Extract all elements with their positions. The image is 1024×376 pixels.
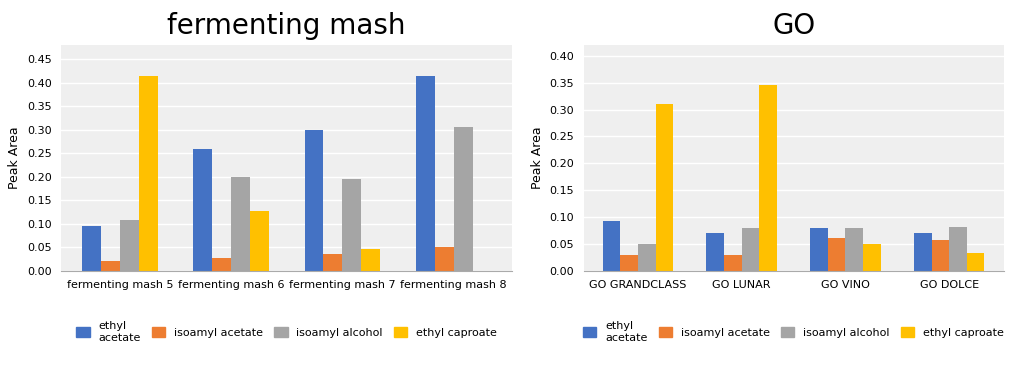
Bar (863, 244, 881, 271)
Bar (932, 240, 949, 271)
Bar (913, 233, 932, 271)
Bar (361, 249, 380, 271)
Title: fermenting mash: fermenting mash (168, 12, 406, 40)
Bar (304, 130, 324, 271)
Bar (760, 85, 777, 271)
Bar (621, 255, 638, 271)
Bar (212, 258, 231, 271)
Bar (194, 149, 212, 271)
Bar (454, 127, 473, 271)
Bar (655, 104, 674, 271)
Bar (342, 179, 361, 271)
Legend: ethyl
acetate, isoamyl acetate, isoamyl alcohol, ethyl caproate: ethyl acetate, isoamyl acetate, isoamyl … (76, 321, 498, 343)
Bar (138, 76, 158, 271)
Legend: ethyl
acetate, isoamyl acetate, isoamyl alcohol, ethyl caproate: ethyl acetate, isoamyl acetate, isoamyl … (583, 321, 1005, 343)
Y-axis label: Peak Area: Peak Area (8, 127, 22, 189)
Bar (231, 177, 250, 271)
Bar (120, 220, 138, 271)
Bar (435, 247, 454, 271)
Bar (82, 226, 100, 271)
Bar (724, 255, 741, 271)
Bar (416, 76, 435, 271)
Bar (741, 228, 760, 271)
Title: GO: GO (772, 12, 815, 40)
Bar (638, 244, 655, 271)
Bar (827, 238, 846, 271)
Bar (603, 221, 621, 271)
Bar (810, 228, 827, 271)
Bar (949, 227, 967, 271)
Y-axis label: Peak Area: Peak Area (530, 127, 544, 189)
Bar (707, 233, 724, 271)
Bar (846, 228, 863, 271)
Bar (324, 254, 342, 271)
Bar (250, 211, 269, 271)
Bar (100, 261, 120, 271)
Bar (967, 253, 984, 271)
